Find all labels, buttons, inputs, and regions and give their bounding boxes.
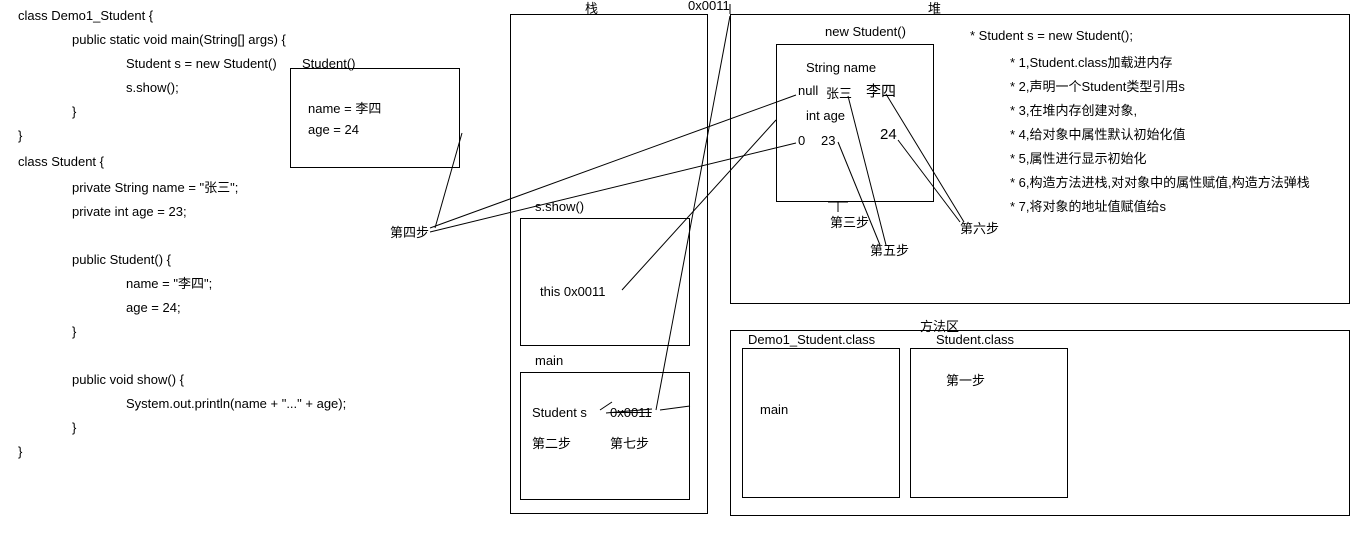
code-l5: } [72,100,76,124]
code-l14: public void show() { [72,368,184,392]
note-7: * 7,将对象的地址值赋值给s [1010,196,1166,215]
code-l12: age = 24; [126,296,181,320]
stack-main-label: main [535,353,563,368]
heap-new-label: new Student() [825,24,906,39]
code-l16: } [72,416,76,440]
heap-name-v2: 张三 [826,83,852,102]
code-l11: name = "李四"; [126,272,212,296]
step3-label: 第三步 [830,212,869,231]
note-1: * 1,Student.class加载进内存 [1010,52,1173,71]
stack-show-label: s.show() [535,199,584,214]
step4-label: 第四步 [390,222,429,241]
popup-line2: age = 24 [308,122,359,137]
code-l6: } [18,124,22,148]
heap-name-v3: 李四 [866,80,896,101]
code-l15: System.out.println(name + "..." + age); [126,392,346,416]
step2-label: 第二步 [532,433,571,452]
code-l9: private int age = 23; [72,200,187,224]
student-class-label: Student.class [936,332,1014,347]
code-l7: class Student { [18,150,104,174]
step7-label: 第七步 [610,433,649,452]
stack-main-var: Student s [532,405,587,420]
popup-line1: name = 李四 [308,98,381,117]
code-l2: public static void main(String[] args) { [72,28,286,52]
demo1-class-box [742,348,900,498]
heap-field-age-label: int age [806,108,845,123]
code-l4: s.show(); [126,76,179,100]
step1-label: 第一步 [946,370,985,389]
stack-show-this: this 0x0011 [540,284,606,299]
code-l8: private String name = "张三"; [72,176,238,200]
demo1-main: main [760,402,788,417]
note-3: * 3,在堆内存创建对象, [1010,100,1137,119]
heap-age-v2: 23 [821,133,835,148]
heap-age-v3: 24 [880,126,897,143]
student-ctor-popup [290,68,460,168]
step6-label: 第六步 [960,218,999,237]
heap-age-v1: 0 [798,133,805,148]
note-6: * 6,构造方法进栈,对对象中的属性赋值,构造方法弹栈 [1010,172,1310,191]
code-l13: } [72,320,76,344]
note-5: * 5,属性进行显示初始化 [1010,148,1147,167]
code-l3: Student s = new Student() [126,52,277,76]
note-4: * 4,给对象中属性默认初始化值 [1010,124,1186,143]
note-2: * 2,声明一个Student类型引用s [1010,76,1185,95]
code-l10: public Student() { [72,248,171,272]
stack-main-addr: 0x0011 [610,405,652,420]
heap-field-name-label: String name [806,60,876,75]
step5-label: 第五步 [870,240,909,259]
stack-show-frame [520,218,690,346]
heap-addr: 0x0011 [688,0,730,13]
student-class-box [910,348,1068,498]
note-title: * Student s = new Student(); [970,28,1133,43]
code-l17: } [18,440,22,464]
demo1-class-label: Demo1_Student.class [748,332,875,347]
code-l1: class Demo1_Student { [18,4,153,28]
heap-name-v1: null [798,83,818,98]
